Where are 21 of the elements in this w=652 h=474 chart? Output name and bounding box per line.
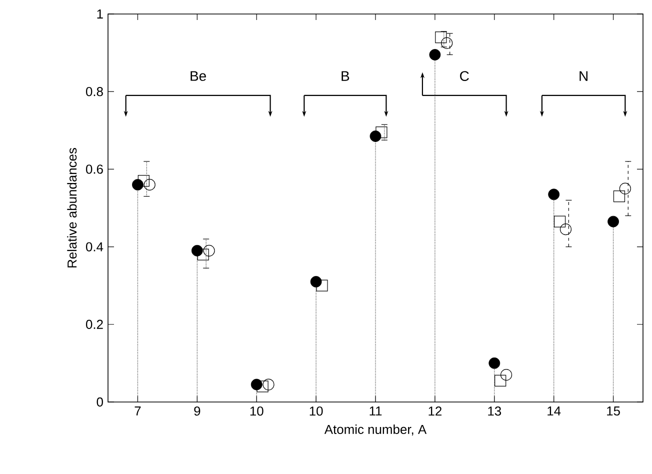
annotation: Be (190, 71, 206, 81)
annotation: B (342, 71, 350, 81)
x-tick-label: 7 (134, 406, 141, 416)
x-tick-label: 10 (250, 406, 264, 416)
x-tick-label: 14 (548, 406, 561, 416)
y-tick-label: 0.8 (86, 86, 103, 96)
x-axis-title: Atomic number, A (324, 424, 427, 436)
annotation: C (460, 71, 469, 82)
x-tick-label: 9 (194, 406, 200, 416)
x-tick-label: 15 (607, 406, 620, 416)
x-tick-label: 13 (488, 406, 502, 416)
y-axis-title: Relative abundances (67, 148, 77, 268)
x-tick-label: 10 (310, 406, 323, 416)
annotation: N (580, 71, 588, 81)
y-tick-label: 0.4 (86, 242, 104, 252)
y-tick-label: 0.2 (86, 320, 103, 329)
x-tick-label: 11 (370, 406, 382, 416)
y-tick-label: 0 (96, 397, 103, 407)
y-tick-label: 1 (97, 10, 103, 18)
x-tick-label: 12 (428, 406, 442, 416)
y-tick-label: 0.6 (86, 164, 103, 174)
